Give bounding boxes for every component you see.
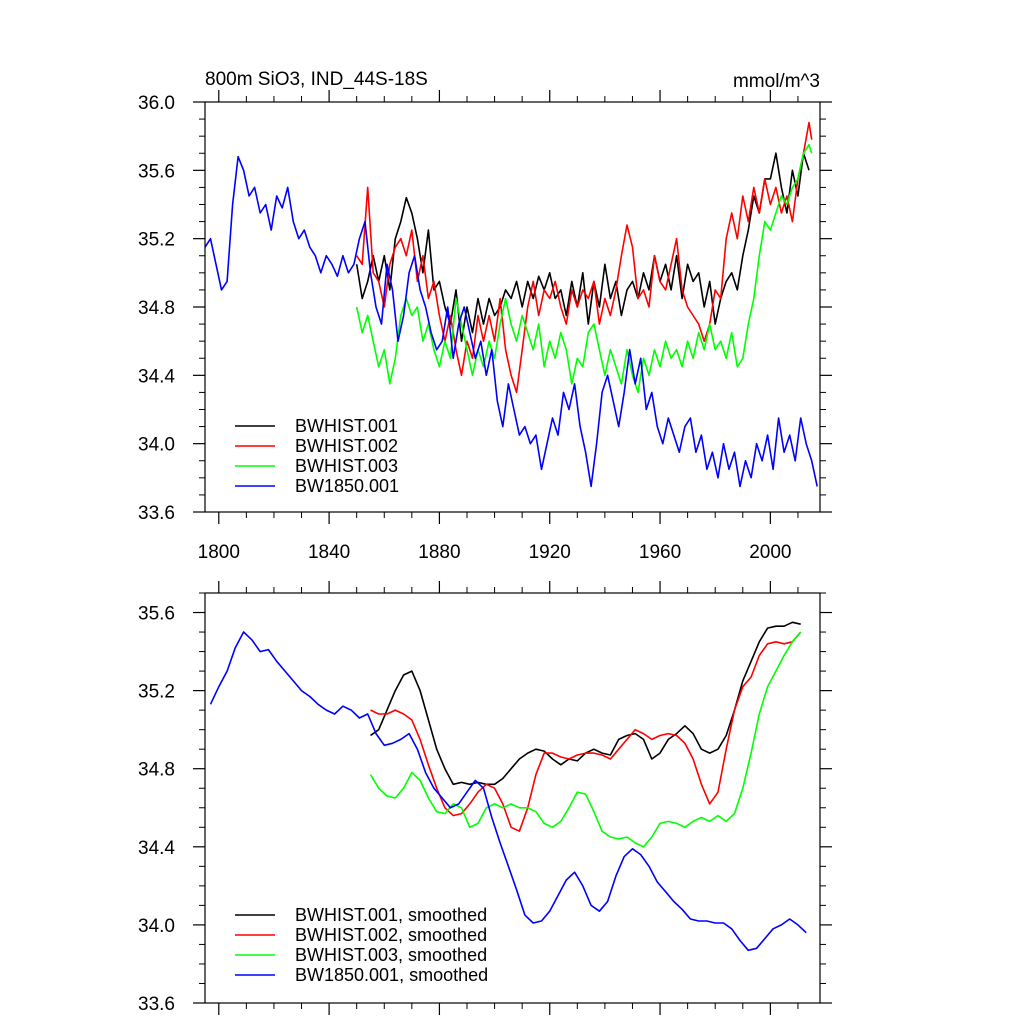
x-tick-label: 1920 bbox=[529, 542, 571, 563]
y-tick-label: 35.2 bbox=[138, 682, 175, 703]
y-tick-label: 33.6 bbox=[138, 503, 175, 524]
y-tick-label: 33.6 bbox=[138, 994, 175, 1015]
y-tick-label: 34.8 bbox=[138, 298, 175, 319]
x-tick-label: 1880 bbox=[418, 542, 460, 563]
series-line-3 bbox=[355, 143, 813, 394]
y-tick-label: 35.2 bbox=[138, 230, 175, 251]
legend-label: BWHIST.002, smoothed bbox=[295, 925, 487, 945]
series-line-2 bbox=[370, 631, 802, 832]
series-line-1 bbox=[355, 152, 810, 342]
series-line-4 bbox=[209, 631, 807, 952]
y-tick-label: 34.4 bbox=[138, 366, 175, 387]
legend-label: BW1850.001, smoothed bbox=[295, 965, 488, 985]
series-line-2 bbox=[356, 121, 813, 394]
x-tick-label: 2000 bbox=[749, 542, 791, 563]
y-tick-label: 34.0 bbox=[138, 916, 175, 937]
bottom-axes: 33.6 34.0 34.4 34.8 35.2 35.6 bbox=[138, 581, 832, 1015]
y-tick-label: 36.0 bbox=[138, 93, 175, 114]
legend-label: BWHIST.003 bbox=[295, 456, 398, 476]
x-tick-label: 1840 bbox=[308, 542, 350, 563]
legend-label: BWHIST.002 bbox=[295, 436, 398, 456]
top-axes: 1800 1840 1880 1920 1960 2000 33.6 34.0 34.4 34.8… bbox=[138, 90, 832, 563]
top-chart-title: 800m SiO3, IND_44S-18S bbox=[205, 69, 428, 90]
y-tick-label: 35.6 bbox=[138, 604, 175, 625]
legend-label: BW1850.001 bbox=[295, 476, 399, 496]
legend-label: BWHIST.003, smoothed bbox=[295, 945, 487, 965]
top-panel: 800m SiO3, IND_44S-18S mmol/m^3 1800 1840… bbox=[138, 69, 832, 563]
series-line-3 bbox=[369, 631, 802, 848]
x-tick-label: 1960 bbox=[639, 542, 681, 563]
y-tick-label: 34.4 bbox=[138, 838, 175, 859]
bottom-panel: 33.6 34.0 34.4 34.8 35.2 35.6 BWHIST.001, smo… bbox=[138, 581, 832, 1015]
y-tick-label: 34.0 bbox=[138, 435, 175, 456]
bottom-series-layer bbox=[209, 621, 807, 952]
legend-label: BWHIST.001, smoothed bbox=[295, 905, 487, 925]
legend-label: BWHIST.001 bbox=[295, 416, 398, 436]
top-series-layer bbox=[204, 121, 818, 488]
series-line-4 bbox=[204, 155, 818, 488]
top-chart-units: mmol/m^3 bbox=[733, 71, 820, 92]
y-tick-label: 34.8 bbox=[138, 760, 175, 781]
y-tick-label: 35.6 bbox=[138, 161, 175, 182]
x-tick-label: 1800 bbox=[198, 542, 240, 563]
plot-frame bbox=[204, 592, 821, 1004]
